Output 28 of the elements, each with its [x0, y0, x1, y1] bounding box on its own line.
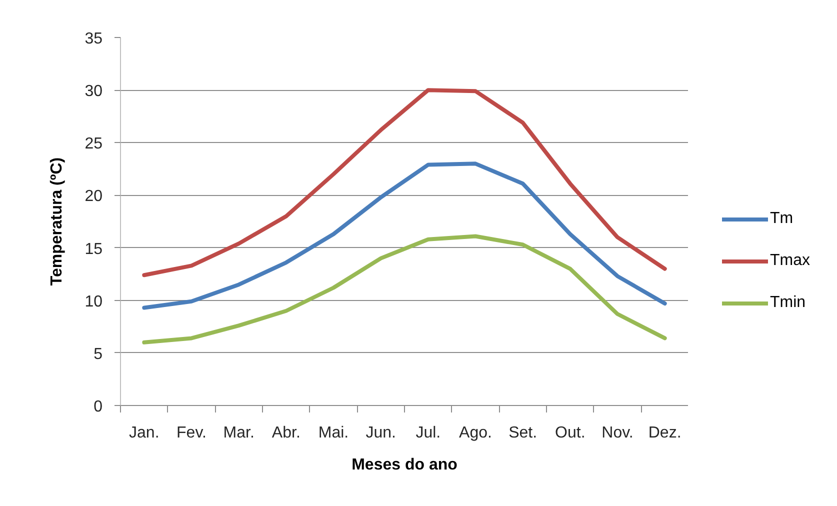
y-tick-label: 10 — [84, 293, 103, 310]
legend-label: Tm — [770, 210, 794, 228]
x-tick-label: Mar. — [223, 424, 254, 442]
line-series — [142, 88, 667, 278]
y-tick-label: 20 — [84, 188, 103, 206]
x-axis-title: Meses do ano — [352, 456, 458, 474]
x-tick-label: Nov. — [602, 424, 634, 442]
x-tick-label: Fev. — [176, 424, 206, 442]
x-tick-label: Jun. — [366, 424, 396, 442]
line-series — [142, 162, 667, 310]
x-tick-label: Abr. — [272, 424, 300, 442]
x-tick-label: Out. — [555, 424, 586, 442]
y-tick-label: 5 — [94, 346, 103, 363]
y-axis-title: Temperatura (ºC) — [48, 157, 66, 286]
y-tick-label: 25 — [84, 136, 103, 153]
legend-label: Tmin — [770, 294, 806, 312]
legend-label: Tmax — [770, 252, 810, 270]
x-tick-label: Set. — [508, 424, 538, 442]
x-tick-label: Jul. — [416, 424, 441, 442]
x-tick-label: Mai. — [318, 424, 349, 442]
y-tick-label: 15 — [84, 240, 103, 258]
x-tick-label: Dez. — [648, 424, 682, 442]
y-tick-label: 30 — [84, 83, 103, 100]
line-series — [142, 234, 667, 344]
y-tick-label: 0 — [94, 398, 103, 416]
y-tick-label: 35 — [84, 30, 103, 48]
x-tick-label: Ago. — [459, 424, 492, 442]
x-tick-label: Jan. — [129, 424, 160, 442]
